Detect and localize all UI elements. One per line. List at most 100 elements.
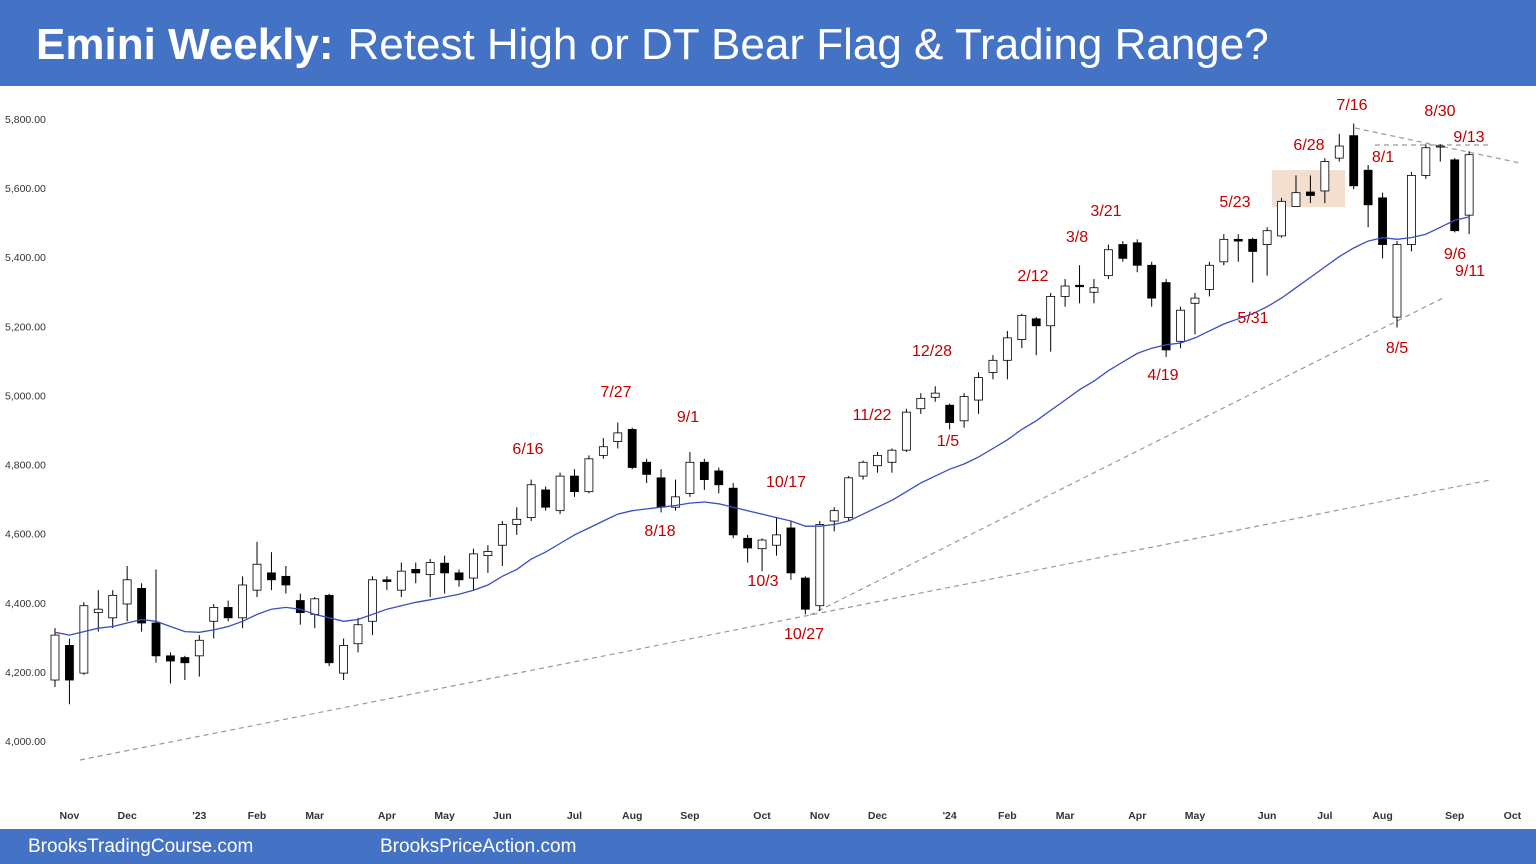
candle-body (930, 392, 940, 398)
candle-body (714, 470, 724, 486)
annotation: 12/28 (912, 343, 952, 360)
y-tick-label: 4,400.00 (5, 598, 46, 610)
candle-body (1205, 264, 1214, 290)
candle-body (324, 594, 334, 664)
candle-body (1378, 197, 1387, 245)
y-tick-label: 5,800.00 (5, 114, 46, 126)
x-tick-label: Mar (305, 810, 324, 822)
candle-body (945, 404, 955, 423)
candle-body (353, 624, 363, 645)
candle-body (310, 598, 320, 615)
annotation: 8/1 (1372, 149, 1394, 166)
candle-body (916, 397, 926, 410)
moving-average-line (54, 216, 1470, 636)
candle-body (1103, 249, 1113, 277)
footer-right: BrooksPriceAction.com (380, 836, 576, 857)
candle-body (1435, 145, 1445, 148)
candle-body (65, 645, 74, 681)
x-tick-label: Aug (622, 810, 642, 822)
candle-body (1017, 314, 1027, 340)
candle-body (1334, 145, 1344, 159)
candle-body (1190, 297, 1200, 304)
candle-body (858, 461, 868, 477)
annotation: 6/28 (1293, 137, 1324, 154)
y-tick-label: 5,600.00 (5, 183, 46, 195)
annotation: 10/27 (784, 626, 824, 643)
candle-body (209, 607, 219, 622)
annotation: 8/30 (1424, 103, 1455, 120)
candle-body (1046, 295, 1056, 327)
footer-left: BrooksTradingCourse.com (28, 836, 253, 857)
y-tick-label: 4,600.00 (5, 529, 46, 541)
candle-body (570, 475, 579, 493)
x-tick-label: Jun (493, 810, 512, 822)
candle-body (887, 449, 897, 463)
x-tick-label: May (1185, 810, 1206, 822)
trend-line (809, 296, 1446, 616)
annotation: 9/13 (1453, 129, 1484, 146)
candle-body (1262, 230, 1272, 245)
annotation: 6/16 (512, 441, 543, 458)
candle-body (223, 607, 233, 619)
candle-body (497, 524, 507, 546)
x-tick-label: Aug (1372, 810, 1392, 822)
candle-body (1233, 238, 1243, 242)
candle-body (469, 553, 478, 579)
candle-body (1002, 337, 1012, 361)
y-tick-label: 4,200.00 (5, 667, 46, 679)
x-tick-label: Feb (998, 810, 1017, 822)
candle-body (800, 577, 810, 610)
candle-body (988, 359, 998, 373)
candle-body (512, 518, 522, 525)
x-tick-label: May (434, 810, 455, 822)
x-tick-label: Mar (1056, 810, 1075, 822)
candle-body (368, 579, 377, 622)
x-tick-label: Nov (60, 810, 80, 822)
x-tick-label: Oct (753, 810, 771, 822)
chart-title: Emini Weekly: Retest High or DT Bear Flag… (36, 20, 1269, 69)
candle-body (454, 572, 464, 581)
candle-body (772, 534, 781, 546)
candle-body (252, 563, 262, 591)
header-bar (0, 0, 1536, 86)
candle-body (1176, 309, 1185, 342)
x-tick-label: Sep (680, 810, 699, 822)
candle-body (108, 594, 118, 619)
candle-body (238, 584, 247, 619)
annotation: 8/5 (1386, 340, 1408, 357)
x-tick-label: Nov (810, 810, 830, 822)
annotation: 4/19 (1147, 367, 1178, 384)
candle-body (844, 477, 854, 518)
annotation: 9/11 (1455, 263, 1485, 280)
trend-lines (79, 127, 1521, 761)
candle-body (194, 639, 204, 657)
x-tick-label: Jul (1317, 810, 1332, 822)
annotation: 2/12 (1017, 268, 1048, 285)
candle-body (959, 396, 969, 422)
annotation: 11/22 (853, 407, 892, 424)
candle-body (295, 600, 305, 614)
annotation: 8/18 (644, 523, 675, 540)
candle-body (1450, 159, 1460, 232)
candle-body (786, 527, 796, 574)
y-tick-label: 4,000.00 (5, 736, 46, 748)
candle-body (180, 657, 190, 664)
trend-line (79, 479, 1491, 761)
candle-body (642, 461, 652, 475)
candle-body (974, 377, 983, 401)
candle-body (1060, 285, 1070, 297)
candle-body (598, 446, 608, 456)
annotation: 1/5 (937, 433, 959, 450)
candle-body (1248, 238, 1258, 252)
candle-body (1392, 244, 1402, 318)
candle-body (1421, 147, 1431, 176)
x-tick-label: Dec (118, 810, 137, 822)
annotation: 3/8 (1066, 229, 1088, 246)
candle-body (1320, 161, 1330, 192)
candle-body (411, 569, 421, 574)
candle-body (757, 539, 767, 550)
candle-body (901, 411, 911, 451)
candle-body (1118, 244, 1128, 259)
candle-body (699, 461, 709, 480)
